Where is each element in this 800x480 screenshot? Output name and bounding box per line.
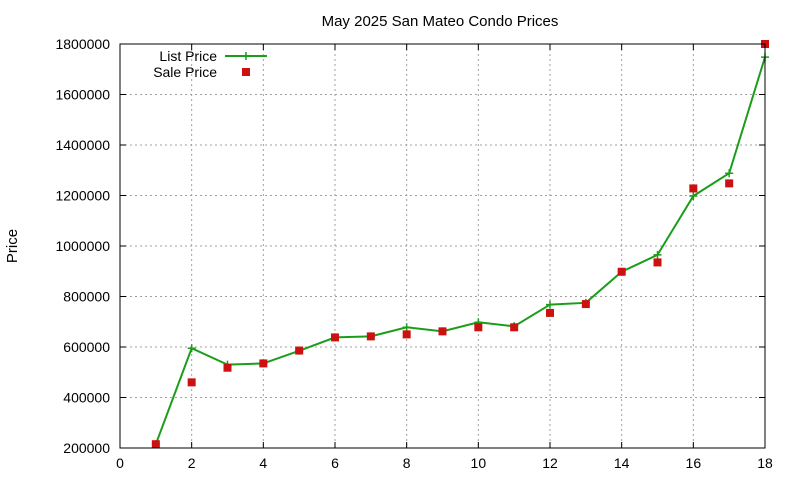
x-tick-label: 18 bbox=[757, 455, 773, 471]
list-price-point bbox=[653, 250, 662, 259]
sale-price-point bbox=[259, 359, 268, 368]
sale-price-point bbox=[438, 327, 447, 336]
sale-price-point bbox=[331, 333, 339, 342]
legend-plus-marker bbox=[242, 52, 250, 60]
list-price-line bbox=[154, 56, 766, 445]
x-tick-label: 10 bbox=[471, 455, 487, 471]
list-price-point bbox=[546, 300, 554, 309]
list-price-point bbox=[402, 323, 411, 332]
x-tick-label: 2 bbox=[188, 455, 196, 471]
legend-label: Sale Price bbox=[153, 64, 217, 80]
x-tick-label: 6 bbox=[331, 455, 339, 471]
sale-price-point bbox=[725, 179, 734, 188]
sale-price-point bbox=[187, 378, 196, 387]
legend-square-marker bbox=[242, 68, 250, 76]
x-tick-label: 0 bbox=[116, 455, 124, 471]
sale-price-point bbox=[151, 440, 160, 449]
y-tick-label: 1000000 bbox=[55, 238, 110, 254]
series-sale-price bbox=[151, 40, 769, 449]
x-tick-label: 8 bbox=[403, 455, 411, 471]
y-tick-label: 1400000 bbox=[55, 137, 110, 153]
sale-price-point bbox=[295, 346, 304, 355]
grid-lines bbox=[120, 44, 765, 448]
sale-price-point bbox=[546, 308, 554, 317]
list-price-point bbox=[689, 192, 698, 201]
sale-price-point bbox=[510, 323, 519, 332]
list-price-point bbox=[187, 344, 196, 353]
chart-title: May 2025 San Mateo Condo Prices bbox=[322, 13, 559, 30]
sale-price-point bbox=[366, 332, 375, 341]
y-tick-label: 1600000 bbox=[55, 87, 110, 103]
sale-price-point bbox=[223, 363, 232, 372]
x-tick-label: 4 bbox=[259, 455, 267, 471]
sale-price-point bbox=[402, 330, 411, 339]
x-tick-label: 16 bbox=[686, 455, 702, 471]
sale-price-point bbox=[689, 184, 698, 193]
y-tick-label: 600000 bbox=[63, 339, 110, 355]
y-tick-label: 200000 bbox=[63, 440, 110, 456]
sale-price-point bbox=[474, 323, 483, 332]
axis-ticks: 0 2 4 6 8 10 12 14 16 18 200000 400000 600000 800000 1… bbox=[55, 36, 773, 471]
y-tick-label: 1800000 bbox=[55, 36, 110, 52]
series-list-price bbox=[151, 53, 769, 449]
sale-price-point bbox=[581, 300, 590, 309]
y-tick-label: 400000 bbox=[63, 390, 110, 406]
y-axis-label: Price bbox=[4, 229, 21, 263]
sale-price-point bbox=[653, 258, 662, 267]
series-layer bbox=[151, 40, 769, 449]
y-tick-label: 1200000 bbox=[55, 188, 110, 204]
x-tick-label: 14 bbox=[614, 455, 630, 471]
sale-price-point bbox=[617, 267, 626, 276]
list-price-point bbox=[725, 169, 734, 178]
legend-label: List Price bbox=[159, 48, 217, 64]
x-tick-label: 12 bbox=[542, 455, 558, 471]
y-tick-label: 800000 bbox=[63, 289, 110, 305]
